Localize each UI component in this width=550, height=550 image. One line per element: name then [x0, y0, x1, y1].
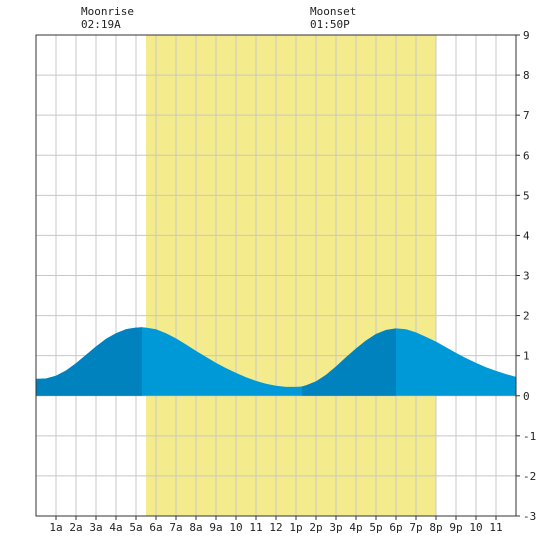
y-tick-label: 3: [523, 270, 530, 283]
x-tick-label: 11: [489, 521, 502, 534]
y-tick-label: 4: [523, 229, 530, 242]
moonrise-time: 02:19A: [81, 18, 121, 31]
x-tick-label: 9a: [209, 521, 222, 534]
x-tick-label: 1a: [49, 521, 62, 534]
x-tick-label: 3p: [329, 521, 342, 534]
x-tick-label: 8p: [429, 521, 442, 534]
y-tick-label: 0: [523, 390, 530, 403]
x-tick-label: 6a: [149, 521, 162, 534]
y-tick-label: 9: [523, 29, 530, 42]
x-tick-label: 2a: [69, 521, 82, 534]
moonrise-label: Moonrise: [81, 5, 134, 18]
x-tick-label: 11: [249, 521, 262, 534]
x-tick-label: 5a: [129, 521, 142, 534]
x-tick-label: 10: [229, 521, 242, 534]
x-tick-label: 7p: [409, 521, 422, 534]
y-tick-label: 5: [523, 189, 530, 202]
x-tick-label: 8a: [189, 521, 202, 534]
y-tick-label: 8: [523, 69, 530, 82]
x-tick-label: 4p: [349, 521, 362, 534]
y-tick-label: 2: [523, 310, 530, 323]
x-tick-label: 9p: [449, 521, 462, 534]
y-tick-label: -3: [523, 510, 536, 523]
x-tick-label: 5p: [369, 521, 382, 534]
y-tick-label: 1: [523, 350, 530, 363]
x-tick-label: 3a: [89, 521, 102, 534]
x-tick-label: 6p: [389, 521, 402, 534]
x-tick-label: 7a: [169, 521, 182, 534]
y-tick-label: -1: [523, 430, 536, 443]
x-tick-label: 4a: [109, 521, 122, 534]
x-tick-label: 10: [469, 521, 482, 534]
x-tick-label: 12: [269, 521, 282, 534]
x-tick-label: 1p: [289, 521, 302, 534]
y-tick-label: 7: [523, 109, 530, 122]
y-tick-label: 6: [523, 149, 530, 162]
moonset-time: 01:50P: [310, 18, 350, 31]
moonset-label: Moonset: [310, 5, 357, 18]
y-tick-label: -2: [523, 470, 536, 483]
x-tick-label: 2p: [309, 521, 322, 534]
